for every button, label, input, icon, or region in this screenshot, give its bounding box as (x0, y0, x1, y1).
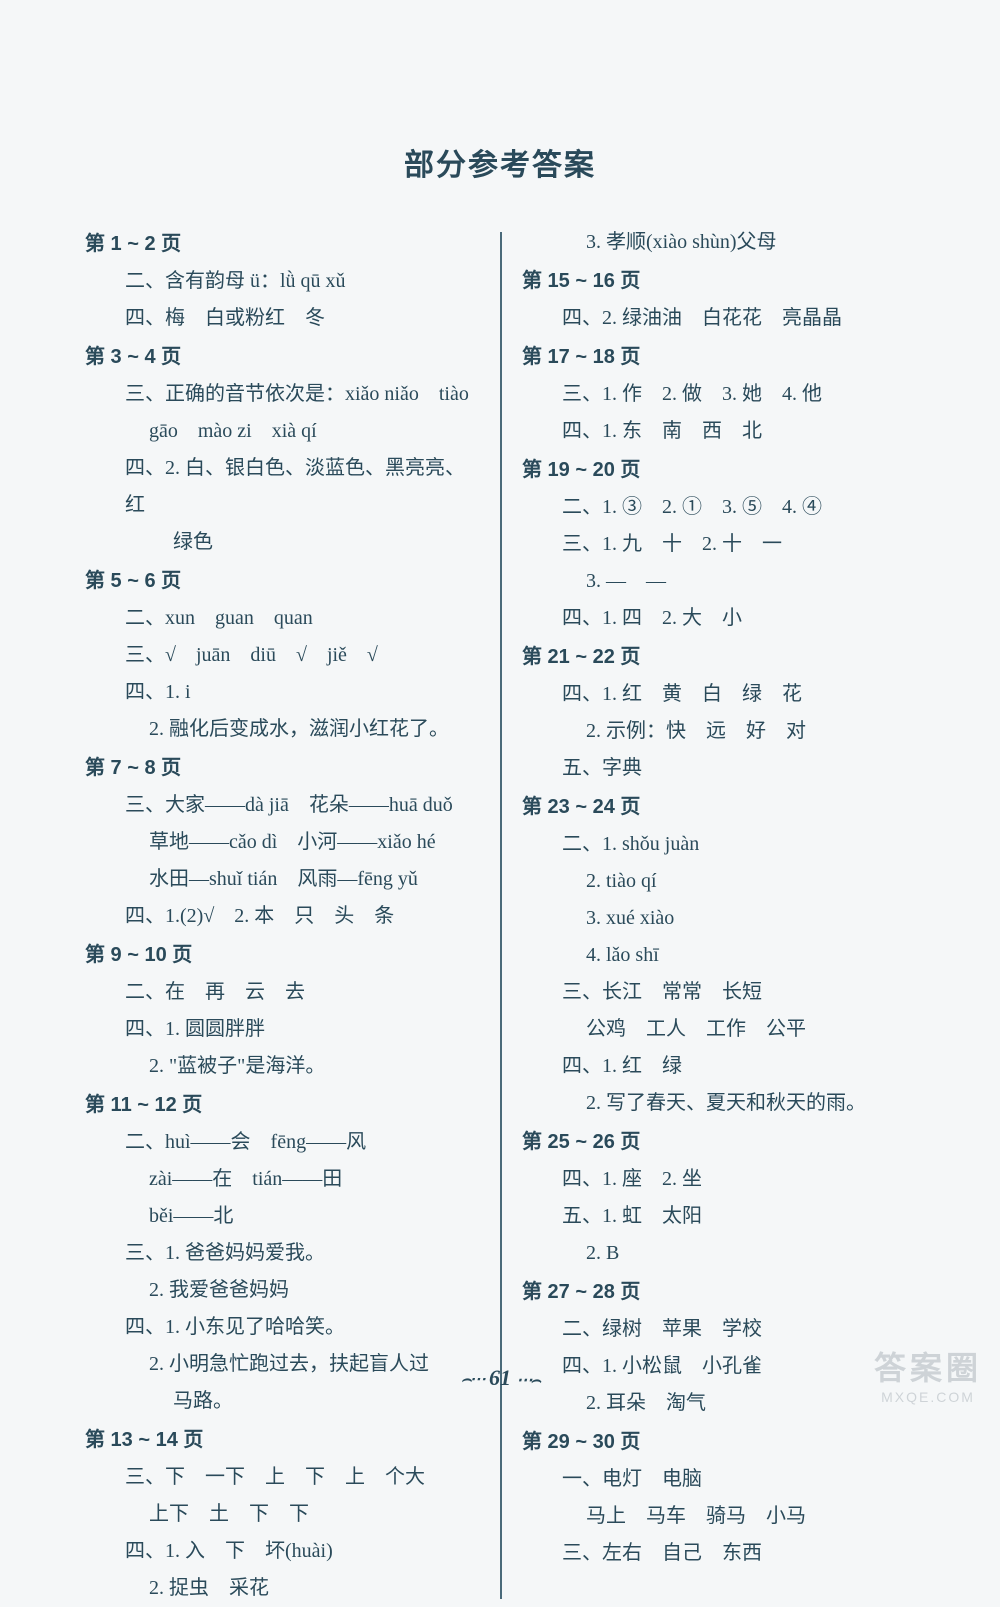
answer-line: 四、1. 圆圆胖胖 (85, 1011, 478, 1048)
section-header: 第 9 ~ 10 页 (85, 937, 478, 974)
answer-line: 三、1. 爸爸妈妈爱我。 (85, 1235, 478, 1272)
answer-line: 四、1.(2)√ 2. 本 只 头 条 (85, 898, 478, 935)
answer-line: 2. "蓝被子"是海洋。 (85, 1048, 478, 1085)
answer-line: 三、左右 自己 东西 (522, 1535, 915, 1572)
answer-line: 四、1. 东 南 西 北 (522, 413, 915, 450)
answer-line: 草地——cǎo dì 小河——xiǎo hé (85, 824, 478, 861)
answer-line: 二、1. shǒu juàn (522, 826, 915, 863)
answer-line: 2. 小明急忙跑过去，扶起盲人过 (85, 1346, 478, 1383)
answer-line: běi——北 (85, 1198, 478, 1235)
watermark-url: MXQE.COM (874, 1389, 982, 1405)
left-column: 第 1 ~ 2 页二、含有韵母 ü：lǜ qū xǔ四、梅 白或粉红 冬第 3 … (85, 224, 500, 1607)
section-header: 第 11 ~ 12 页 (85, 1087, 478, 1124)
section-header: 第 13 ~ 14 页 (85, 1422, 478, 1459)
answer-line: 三、长江 常常 长短 (522, 974, 915, 1011)
section-header: 第 15 ~ 16 页 (522, 263, 915, 300)
section-header: 第 21 ~ 22 页 (522, 639, 915, 676)
answer-line: 三、大家——dà jiā 花朵——huā duǒ (85, 787, 478, 824)
right-column: 3. 孝顺(xiào shùn)父母第 15 ~ 16 页四、2. 绿油油 白花… (500, 224, 915, 1607)
answer-line: 五、字典 (522, 750, 915, 787)
answer-line: 2. 耳朵 淘气 (522, 1385, 915, 1422)
page-number-deco-right: ⋯⌢ (517, 1372, 540, 1389)
answer-line: 二、绿树 苹果 学校 (522, 1311, 915, 1348)
answer-line: 2. 捉虫 采花 (85, 1570, 478, 1607)
answer-line: 四、1. 四 2. 大 小 (522, 600, 915, 637)
section-header: 第 27 ~ 28 页 (522, 1274, 915, 1311)
answer-line: 绿色 (85, 524, 478, 561)
answer-line: 三、1. 九 十 2. 十 一 (522, 526, 915, 563)
answer-line: 2. 我爱爸爸妈妈 (85, 1272, 478, 1309)
section-header: 第 1 ~ 2 页 (85, 226, 478, 263)
answer-line: 四、1. 小松鼠 小孔雀 (522, 1348, 915, 1385)
answer-line: 三、1. 作 2. 做 3. 她 4. 他 (522, 376, 915, 413)
content-columns: 第 1 ~ 2 页二、含有韵母 ü：lǜ qū xǔ四、梅 白或粉红 冬第 3 … (85, 224, 915, 1607)
answer-line: 马路。 (85, 1383, 478, 1420)
section-header: 第 23 ~ 24 页 (522, 789, 915, 826)
answer-line: 四、2. 白、银白色、淡蓝色、黑亮亮、红 (85, 450, 478, 524)
answer-line: 四、1. 入 下 坏(huài) (85, 1533, 478, 1570)
answer-line: 2. 融化后变成水，滋润小红花了。 (85, 711, 478, 748)
section-header: 第 29 ~ 30 页 (522, 1424, 915, 1461)
answer-line: 二、在 再 云 去 (85, 974, 478, 1011)
answer-line: 四、梅 白或粉红 冬 (85, 300, 478, 337)
answer-line: gāo mào zi xià qí (85, 413, 478, 450)
section-header: 第 25 ~ 26 页 (522, 1124, 915, 1161)
section-header: 第 7 ~ 8 页 (85, 750, 478, 787)
answer-line: 马上 马车 骑马 小马 (522, 1498, 915, 1535)
answer-line: 二、含有韵母 ü：lǜ qū xǔ (85, 263, 478, 300)
watermark: 答案圈 MXQE.COM (874, 1343, 982, 1405)
page-title: 部分参考答案 (85, 140, 915, 184)
answer-line: 2. tiào qí (522, 863, 915, 900)
answer-line: 四、2. 绿油油 白花花 亮晶晶 (522, 300, 915, 337)
answer-line: 四、1. 红 绿 (522, 1048, 915, 1085)
answer-line: 四、1. i (85, 674, 478, 711)
answer-line: zài——在 tián——田 (85, 1161, 478, 1198)
answer-line: 三、下 一下 上 下 上 个大 (85, 1459, 478, 1496)
answer-line: 2. 写了春天、夏天和秋天的雨。 (522, 1085, 915, 1122)
answer-line: 3. — — (522, 563, 915, 600)
answer-line: 2. B (522, 1235, 915, 1272)
section-header: 第 5 ~ 6 页 (85, 563, 478, 600)
answer-line: 三、√ juān diū √ jiě √ (85, 637, 478, 674)
answer-line: 公鸡 工人 工作 公平 (522, 1011, 915, 1048)
page-number-value: 61 (489, 1365, 511, 1390)
answer-line: 二、1. ③ 2. ① 3. ⑤ 4. ④ (522, 489, 915, 526)
section-header: 第 19 ~ 20 页 (522, 452, 915, 489)
answer-line: 4. lǎo shī (522, 937, 915, 974)
answer-line: 2. 示例：快 远 好 对 (522, 713, 915, 750)
answer-line: 水田—shuǐ tián 风雨—fēng yǔ (85, 861, 478, 898)
answer-line: 3. 孝顺(xiào shùn)父母 (522, 224, 915, 261)
answer-line: 3. xué xiào (522, 900, 915, 937)
answer-line: 四、1. 红 黄 白 绿 花 (522, 676, 915, 713)
section-header: 第 3 ~ 4 页 (85, 339, 478, 376)
answer-line: 四、1. 小东见了哈哈笑。 (85, 1309, 478, 1346)
answer-line: 四、1. 座 2. 坐 (522, 1161, 915, 1198)
answer-line: 三、正确的音节依次是：xiǎo niǎo tiào (85, 376, 478, 413)
column-divider (500, 232, 502, 1599)
page-number: ⌢⋯ 61 ⋯⌢ (461, 1365, 539, 1391)
answer-line: 二、xun guan quan (85, 600, 478, 637)
answer-line: 上下 土 下 下 (85, 1496, 478, 1533)
answer-line: 二、huì——会 fēng——风 (85, 1124, 478, 1161)
answer-line: 一、电灯 电脑 (522, 1461, 915, 1498)
page-number-deco-left: ⌢⋯ (461, 1371, 484, 1388)
watermark-text: 答案圈 (874, 1343, 982, 1389)
answer-line: 五、1. 虹 太阳 (522, 1198, 915, 1235)
section-header: 第 17 ~ 18 页 (522, 339, 915, 376)
